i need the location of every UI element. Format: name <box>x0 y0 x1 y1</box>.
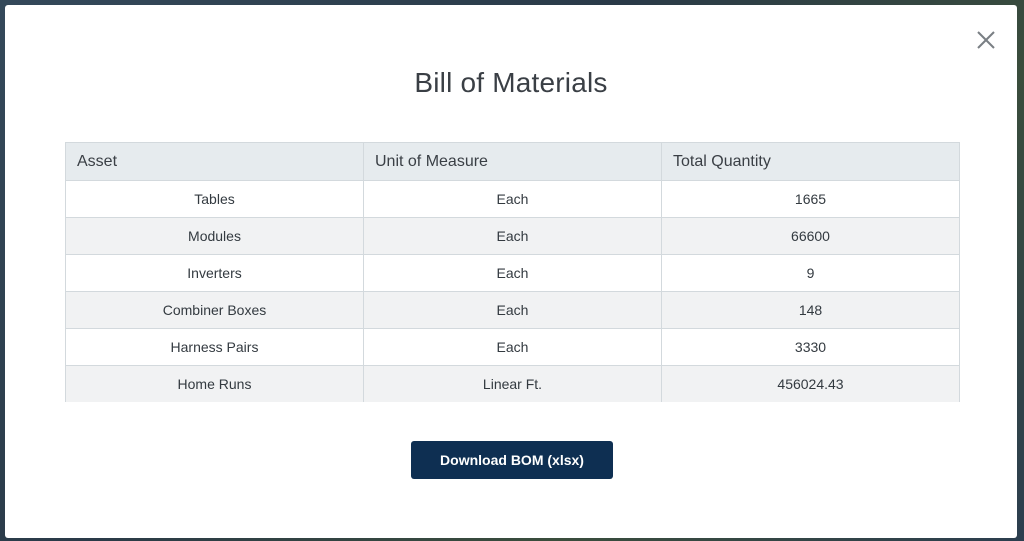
cell-quantity: 456024.43 <box>661 365 960 402</box>
cell-unit: Each <box>363 254 662 292</box>
table-row: Modules Each 66600 <box>65 217 960 255</box>
cell-unit: Each <box>363 291 662 329</box>
cell-asset: Inverters <box>65 254 364 292</box>
table-row: Tables Each 1665 <box>65 180 960 218</box>
cell-quantity: 148 <box>661 291 960 329</box>
close-icon <box>977 31 995 49</box>
column-header-quantity: Total Quantity <box>661 142 960 181</box>
cell-quantity: 66600 <box>661 217 960 255</box>
table-row: Home Runs Linear Ft. 456024.43 <box>65 365 960 402</box>
cell-unit: Each <box>363 180 662 218</box>
cell-quantity: 1665 <box>661 180 960 218</box>
cell-unit: Linear Ft. <box>363 365 662 402</box>
cell-quantity: 3330 <box>661 328 960 366</box>
table-row: Harness Pairs Each 3330 <box>65 328 960 366</box>
table-row: Combiner Boxes Each 148 <box>65 291 960 329</box>
column-header-unit: Unit of Measure <box>363 142 662 181</box>
bom-modal: Bill of Materials Asset Unit of Measure … <box>5 5 1017 538</box>
cell-asset: Harness Pairs <box>65 328 364 366</box>
bom-table: Asset Unit of Measure Total Quantity Tab… <box>65 142 960 402</box>
cell-asset: Modules <box>65 217 364 255</box>
close-button[interactable] <box>973 27 999 53</box>
cell-asset: Combiner Boxes <box>65 291 364 329</box>
cell-unit: Each <box>363 328 662 366</box>
modal-title: Bill of Materials <box>414 67 608 98</box>
table-row: Inverters Each 9 <box>65 254 960 292</box>
table-header-row: Asset Unit of Measure Total Quantity <box>65 142 960 181</box>
cell-quantity: 9 <box>661 254 960 292</box>
cell-unit: Each <box>363 217 662 255</box>
column-header-asset: Asset <box>65 142 364 181</box>
download-bom-button[interactable]: Download BOM (xlsx) <box>411 441 613 479</box>
cell-asset: Home Runs <box>65 365 364 402</box>
cell-asset: Tables <box>65 180 364 218</box>
